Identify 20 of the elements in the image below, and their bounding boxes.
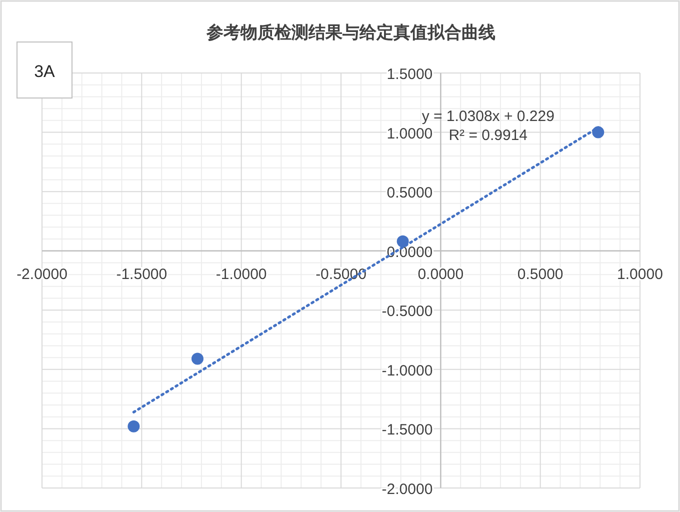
y-tick-label: -1.5000 bbox=[382, 422, 433, 439]
x-tick-label: -1.0000 bbox=[216, 266, 267, 283]
chart-title: 参考物质检测结果与给定真值拟合曲线 bbox=[206, 23, 496, 42]
y-tick-label: -2.0000 bbox=[382, 481, 433, 498]
annotation: y = 1.0308x + 0.229 bbox=[422, 108, 554, 125]
x-tick-label: -2.0000 bbox=[16, 266, 68, 283]
x-tick-label: -1.5000 bbox=[116, 266, 168, 283]
y-tick-label: -1.0000 bbox=[382, 362, 433, 380]
annotation: 3A bbox=[34, 62, 56, 81]
y-tick-label: 1.0000 bbox=[386, 125, 433, 142]
x-tick-label: 0.0000 bbox=[418, 266, 464, 283]
y-tick-label: 0.5000 bbox=[386, 184, 433, 202]
point bbox=[128, 420, 140, 432]
x-tick-label: 1.0000 bbox=[617, 266, 663, 283]
annotation: R² = 0.9914 bbox=[448, 127, 528, 144]
point bbox=[191, 352, 204, 365]
y-tick-label: 1.5000 bbox=[386, 66, 433, 83]
x-tick-label: 0.5000 bbox=[517, 266, 564, 283]
point bbox=[396, 235, 409, 248]
y-tick-label: -0.5000 bbox=[382, 303, 433, 320]
